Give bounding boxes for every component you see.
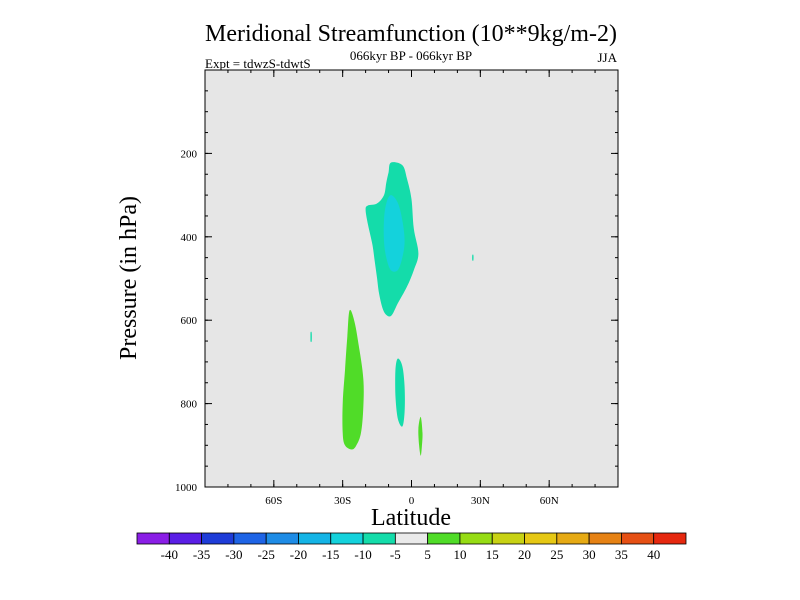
colorbar-swatch [394,532,429,545]
x-axis-title: Latitude [371,505,451,531]
colorbar-label: -35 [193,547,210,562]
colorbar-swatch [621,532,655,545]
colorbar-swatch [653,532,687,545]
y-tick-label: 200 [181,148,198,160]
y-tick-label: 800 [181,399,198,411]
colorbar-label: -5 [390,547,401,562]
x-axis: 60S 30S 0 30N 60N [227,70,596,507]
season-label: JJA [597,50,617,65]
colorbar-label: 5 [424,547,431,562]
colorbar-swatch [330,532,364,545]
contour-upper-cell-core [383,195,405,272]
colorbar-label: -15 [322,547,339,562]
colorbar-label: 35 [615,547,628,562]
experiment-label: Expt = tdwzS-tdwtS [205,56,311,71]
colorbar-swatch [588,532,622,545]
y-axis: 200 400 600 800 1000 [175,90,618,494]
colorbar-swatch [459,532,493,545]
colorbar-label: -20 [290,547,307,562]
colorbar-swatch [427,532,461,545]
chart-subtitle: 066kyr BP - 066kyr BP [350,48,472,63]
colorbar-label: -40 [161,547,178,562]
contour-lower-eq-cell [395,358,405,427]
y-tick-label: 1000 [175,482,198,494]
colorbar-swatch [362,532,396,545]
x-tick-label: 60N [540,495,559,507]
colorbar-label: 40 [647,547,660,562]
colorbar: -40 -35 -30 -25 -20 -15 -10 -5 5 10 15 20 25 30 35 40 [136,532,687,562]
contour-lower-sh-cell [342,309,364,450]
contour-lower-nh-blob [418,416,423,456]
colorbar-label: -10 [354,547,371,562]
contour-regions [310,162,474,456]
colorbar-swatch [556,532,590,545]
x-tick-label: 30S [334,495,351,507]
colorbar-label: 30 [583,547,596,562]
contour-speck-nh [472,254,474,261]
colorbar-swatch [233,532,267,545]
colorbar-swatch [491,532,525,545]
y-axis-title: Pressure (in hPa) [116,196,142,360]
x-tick-label: 60S [265,495,282,507]
x-tick-label: 0 [409,495,415,507]
colorbar-label: 25 [550,547,563,562]
colorbar-label: 15 [486,547,499,562]
x-tick-label: 30N [471,495,490,507]
contour-speck-sh [310,331,312,343]
y-tick-label: 400 [181,232,198,244]
colorbar-swatch [524,532,558,545]
plot-background [205,70,618,487]
chart-title: Meridional Streamfunction (10**9kg/m-2) [205,21,617,47]
colorbar-swatch [168,532,202,545]
colorbar-swatch [298,532,332,545]
colorbar-swatch [136,532,170,545]
colorbar-label: 20 [518,547,531,562]
y-tick-label: 600 [181,315,198,327]
colorbar-label: -25 [258,547,275,562]
colorbar-label: -30 [225,547,242,562]
colorbar-label: 10 [453,547,466,562]
colorbar-swatch [201,532,235,545]
colorbar-swatch [265,532,299,545]
